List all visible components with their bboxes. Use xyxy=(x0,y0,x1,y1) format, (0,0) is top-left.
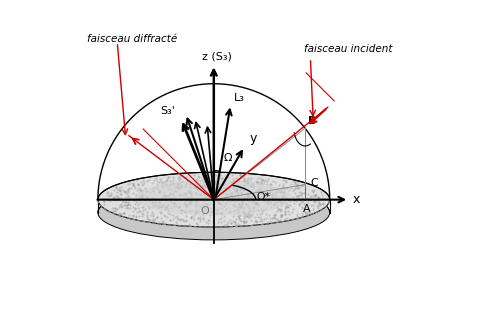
Text: L₃: L₃ xyxy=(234,93,245,103)
Text: y: y xyxy=(249,132,257,145)
Ellipse shape xyxy=(98,172,330,227)
Text: S₃': S₃' xyxy=(160,106,175,116)
Text: B: B xyxy=(308,116,317,126)
Text: Ω: Ω xyxy=(223,153,232,163)
Text: faisceau incident: faisceau incident xyxy=(304,43,393,53)
Ellipse shape xyxy=(98,185,330,240)
Text: C: C xyxy=(310,178,318,188)
Ellipse shape xyxy=(135,180,293,215)
Text: z (S₃): z (S₃) xyxy=(202,51,232,61)
Text: Ω*: Ω* xyxy=(257,192,271,202)
Text: faisceau diffracté: faisceau diffracté xyxy=(87,34,177,44)
Text: x: x xyxy=(352,193,360,206)
Text: O: O xyxy=(200,206,209,216)
Text: A: A xyxy=(303,204,310,214)
